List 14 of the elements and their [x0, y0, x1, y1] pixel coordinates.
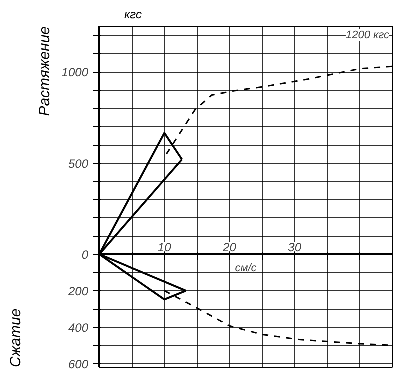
x-tick-label: 30 [288, 240, 302, 254]
y-axis-title: кгс [124, 8, 142, 22]
y-tick-label: 400 [68, 320, 89, 335]
x-tick-label: 20 [222, 240, 237, 254]
text: Растяжение [36, 26, 54, 116]
annotation: 1200 кгс [346, 30, 390, 42]
y-tick-label: 200 [67, 284, 89, 298]
x-axis-title: см/с [235, 262, 258, 274]
y-tick-label: 600 [68, 357, 89, 372]
y-tick-label: 1000 [62, 66, 89, 80]
y-tick-label: 500 [68, 156, 89, 171]
y-tick-label: 0 [82, 248, 89, 262]
text: Сжатие [8, 308, 24, 368]
x-tick-label: 10 [158, 240, 172, 254]
